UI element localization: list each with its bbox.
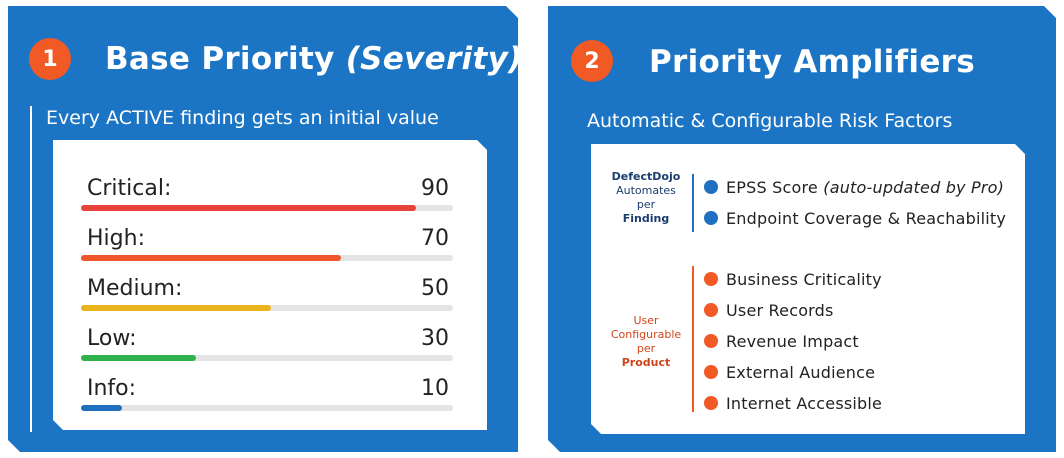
risk-factor-item: Revenue Impact	[704, 330, 859, 352]
bullet-dot-icon	[704, 211, 718, 225]
severity-value: 90	[421, 176, 449, 201]
risk-factor-label: User Records	[726, 300, 834, 320]
severity-row: Medium: 50	[81, 276, 453, 322]
severity-label: Medium:	[87, 276, 183, 301]
severity-value: 10	[421, 376, 449, 401]
bullet-dot-icon	[704, 365, 718, 379]
severity-value: 70	[421, 226, 449, 251]
severity-bar-track	[81, 405, 453, 411]
risk-factor-label: Internet Accessible	[726, 393, 883, 413]
severity-bar-fill	[81, 255, 341, 261]
risk-factor-item: Business Criticality	[704, 268, 882, 290]
severity-row: Low: 30	[81, 326, 453, 372]
user-group-label: User Configurable per Product	[610, 314, 682, 369]
panel-title: Base Priority (Severity)	[105, 41, 523, 77]
panel-subtitle: Automatic & Configurable Risk Factors	[587, 110, 953, 132]
risk-factor-item: Internet Accessible	[704, 392, 882, 414]
risk-factor-label: Business Criticality	[726, 269, 882, 289]
severity-label: Critical:	[87, 176, 172, 201]
amplifiers-card: DefectDojo Automates per Finding EPSS Sc…	[591, 144, 1025, 434]
title-main: Base Priority	[105, 41, 335, 77]
risk-factor-item: EPSS Score (auto-updated by Pro)	[704, 176, 1004, 198]
severity-label: Low:	[87, 326, 137, 351]
severity-bar-fill	[81, 405, 122, 411]
severity-value: 50	[421, 276, 449, 301]
risk-factor-item: User Records	[704, 299, 834, 321]
step-number-badge: 1	[29, 38, 71, 80]
severity-card: Critical: 90 High: 70 Medium: 50 Low: 30 Info: 10	[53, 140, 487, 430]
bullet-dot-icon	[704, 272, 718, 286]
severity-row: Critical: 90	[81, 176, 453, 222]
risk-factor-note: (auto-updated by Pro)	[823, 177, 1005, 197]
user-group-divider	[692, 266, 694, 412]
bullet-dot-icon	[704, 303, 718, 317]
severity-row: Info: 10	[81, 376, 453, 422]
severity-bar-track	[81, 305, 453, 311]
severity-bar-fill	[81, 205, 416, 211]
severity-label: Info:	[87, 376, 137, 401]
automated-group-divider	[692, 174, 694, 232]
bullet-dot-icon	[704, 334, 718, 348]
risk-factor-label: Endpoint Coverage & Reachability	[726, 208, 1007, 228]
panel-subtitle: Every ACTIVE finding gets an initial val…	[46, 107, 439, 129]
bullet-dot-icon	[704, 396, 718, 410]
panel-title: Priority Amplifiers	[649, 44, 975, 80]
severity-bar-track	[81, 255, 453, 261]
risk-factor-label: EPSS Score (auto-updated by Pro)	[726, 177, 1005, 197]
title-italic: (Severity)	[345, 41, 523, 77]
automated-group-label: DefectDojo Automates per Finding	[611, 170, 681, 225]
priority-amplifiers-panel: 2 Priority Amplifiers Automatic & Config…	[548, 6, 1056, 452]
risk-factor-item: Endpoint Coverage & Reachability	[704, 207, 1006, 229]
base-priority-panel: 1 Base Priority (Severity) Every ACTIVE …	[8, 6, 518, 452]
step-number-badge: 2	[571, 40, 613, 82]
severity-row: High: 70	[81, 226, 453, 272]
risk-factor-label: External Audience	[726, 362, 876, 382]
severity-bar-track	[81, 355, 453, 361]
severity-bar-fill	[81, 305, 271, 311]
severity-value: 30	[421, 326, 449, 351]
risk-factor-item: External Audience	[704, 361, 875, 383]
severity-bar-fill	[81, 355, 196, 361]
bullet-dot-icon	[704, 180, 718, 194]
severity-bar-track	[81, 205, 453, 211]
severity-label: High:	[87, 226, 145, 251]
risk-factor-label: Revenue Impact	[726, 331, 859, 351]
divider-line	[30, 106, 32, 432]
